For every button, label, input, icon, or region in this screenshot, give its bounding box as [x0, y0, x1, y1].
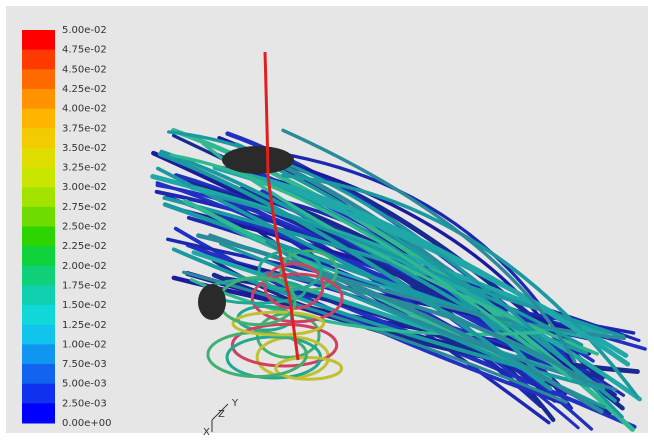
- colorbar-label: 0.00e+00: [62, 418, 112, 429]
- colorbar-band: [22, 50, 55, 70]
- colorbar-label: 3.50e-02: [62, 143, 107, 154]
- colorbar-band: [22, 246, 55, 266]
- colorbar-label: 4.25e-02: [62, 84, 107, 95]
- colorbar-label: 2.25e-02: [62, 241, 107, 252]
- colorbar-label: 1.25e-02: [62, 320, 107, 331]
- axis-z-label: Z: [218, 409, 225, 420]
- colorbar-band: [22, 168, 55, 188]
- body-top: [222, 146, 294, 174]
- body-side: [198, 284, 226, 320]
- axis-y-label: Y: [231, 398, 239, 409]
- colorbar-label: 2.50e-03: [62, 398, 107, 409]
- colorbar-band: [22, 148, 55, 168]
- colorbar-band: [22, 187, 55, 207]
- colorbar-label: 2.00e-02: [62, 261, 107, 272]
- colorbar-band: [22, 384, 55, 404]
- colorbar-label: 2.50e-02: [62, 222, 107, 233]
- colorbar-band: [22, 109, 55, 129]
- colorbar-label: 3.00e-02: [62, 182, 107, 193]
- colorbar-band: [22, 128, 55, 148]
- colorbar-band: [22, 305, 55, 325]
- colorbar-label: 3.75e-02: [62, 123, 107, 134]
- colorbar-band: [22, 403, 55, 423]
- colorbar-label: 4.00e-02: [62, 104, 107, 115]
- axis-x-label: X: [203, 427, 210, 438]
- viewport: 5.00e-02 4.75e-02 4.50e-02 4.25e-02 4.00e-02…: [0, 0, 654, 439]
- colorbar-label: 5.00e-03: [62, 379, 107, 390]
- colorbar-band: [22, 344, 55, 364]
- colorbar-label: 1.50e-02: [62, 300, 107, 311]
- colorbar-band: [22, 285, 55, 305]
- colorbar-label: 2.75e-02: [62, 202, 107, 213]
- colorbar-band: [22, 89, 55, 109]
- colorbar-band: [22, 207, 55, 227]
- colorbar-label: 5.00e-02: [62, 25, 107, 36]
- colorbar-label: 1.00e-02: [62, 339, 107, 350]
- colorbar-label: 4.75e-02: [62, 45, 107, 56]
- colorbar-label: 1.75e-02: [62, 280, 107, 291]
- colorbar: 5.00e-02 4.75e-02 4.50e-02 4.25e-02 4.00e-02…: [22, 25, 112, 429]
- colorbar-band: [22, 30, 55, 50]
- colorbar-label: 3.25e-02: [62, 163, 107, 174]
- colorbar-band: [22, 266, 55, 286]
- colorbar-band: [22, 364, 55, 384]
- colorbar-label: 7.50e-03: [62, 359, 107, 370]
- colorbar-band: [22, 69, 55, 89]
- colorbar-band: [22, 325, 55, 345]
- colorbar-label: 4.50e-02: [62, 64, 107, 75]
- colorbar-band: [22, 227, 55, 247]
